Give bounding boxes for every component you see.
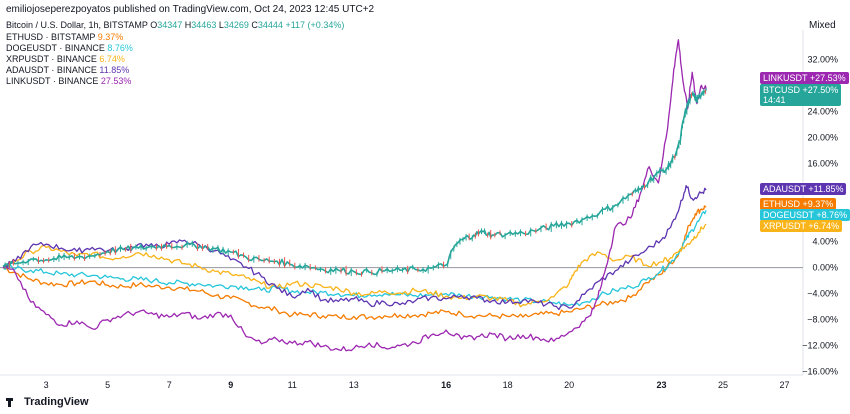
ohlc-close-key: C (251, 20, 258, 30)
x-tick-label: 20 (564, 380, 574, 390)
ohlc-low-value: 34269 (223, 20, 249, 30)
ohlc-open-key: O (150, 20, 158, 30)
legend-item-ethusd[interactable]: ETHUSD · BITSTAMP 9.37% (6, 32, 123, 42)
series-line-adausdt (2, 184, 707, 311)
price-tag-linkusdt: LINKUSDT +27.53% (760, 72, 849, 84)
tag-symbol: DOGEUSDT (763, 210, 814, 220)
legend-value: 8.76% (107, 43, 133, 53)
price-tag-adausdt: ADAUSDT +11.85% (760, 183, 847, 195)
price-tag-xrpusdt: XRPUSDT +6.74% (760, 220, 843, 232)
publisher-line: emiliojoseperezpoyatos published on Trad… (6, 4, 375, 15)
y-tick-label: 0.00% (812, 263, 838, 273)
x-tick-label: 27 (780, 380, 790, 390)
legend-item-dogeusdt[interactable]: DOGEUSDT · BINANCE 8.76% (6, 43, 133, 53)
y-tick-label: −8.00% (807, 315, 838, 325)
price-tag-ethusd: ETHUSD +9.37% (760, 198, 837, 210)
y-tick-label: 16.00% (807, 158, 838, 168)
series-line-dogeusdt (2, 210, 707, 307)
x-tick-label: 3 (44, 380, 49, 390)
legend-value: 27.53% (100, 76, 132, 86)
tag-symbol: ADAUSDT (763, 184, 806, 194)
x-tick-label: 25 (718, 380, 728, 390)
legend-label: DOGEUSDT · BINANCE (6, 43, 105, 53)
tradingview-logo-icon (6, 397, 20, 407)
y-tick-label: 24.00% (807, 106, 838, 116)
y-tick-label: 20.00% (807, 132, 838, 142)
tag-value: +6.74% (808, 221, 840, 231)
y-tick-label: −12.00% (802, 341, 838, 351)
brand-name: TradingView (24, 396, 89, 408)
tag-value: +11.85% (808, 184, 844, 194)
x-tick-label: 7 (167, 380, 172, 390)
y-tick-label: −16.00% (802, 367, 838, 377)
x-tick-label: 9 (228, 380, 233, 390)
x-tick-label: 11 (288, 380, 297, 390)
series-line-xrpusdt (2, 223, 707, 308)
legend-label: ADAUSDT · BINANCE (6, 65, 97, 75)
tag-symbol: BTCUSD (763, 85, 801, 95)
ohlc-close-value: 34444 (257, 20, 283, 30)
legend-label: ETHUSD · BITSTAMP (6, 32, 96, 42)
tag-symbol: ETHUSD (763, 199, 801, 209)
x-tick-label: 13 (349, 380, 359, 390)
legend-label: LINKUSDT · BINANCE (6, 76, 99, 86)
x-tick-label: 16 (441, 380, 451, 390)
price-tag-btcusd: BTCUSD +27.50% 14:41 (760, 84, 842, 106)
tag-value: +9.37% (802, 199, 834, 209)
price-tag-dogeusdt: DOGEUSDT +8.76% (760, 209, 850, 221)
legend-value: 9.37% (97, 32, 124, 42)
legend-value: 6.74% (99, 54, 125, 64)
footer-brand[interactable]: TradingView (6, 396, 89, 408)
series-line-ethusd (2, 205, 707, 320)
x-axis: 3 5 7 9 11 13 16 18 20 23 25 27 (44, 380, 790, 390)
tag-value: +8.76% (816, 210, 848, 220)
tag-value: +27.50% (802, 85, 839, 95)
legend-item-linkusdt[interactable]: LINKUSDT · BINANCE 27.53% (6, 76, 131, 86)
ohlc-low-key: L (218, 20, 224, 30)
price-change: +117 (+0.34%) (285, 20, 345, 30)
series-line-btcusd (2, 88, 707, 276)
legend-item-xrpusdt[interactable]: XRPUSDT · BINANCE 6.74% (6, 54, 125, 64)
x-tick-label: 18 (503, 380, 513, 390)
x-tick-label: 23 (656, 380, 666, 390)
bar-countdown: 14:41 (763, 95, 786, 105)
x-tick-label: 5 (105, 380, 110, 390)
legend-label: XRPUSDT · BINANCE (6, 54, 97, 64)
y-tick-label: 4.00% (812, 237, 838, 247)
y-tick-label: 32.00% (807, 54, 838, 64)
series-line-linkusdt (3, 39, 707, 352)
legend-value: 11.85% (99, 65, 130, 75)
ohlc-high-key: H (184, 20, 192, 30)
symbol-description: Bitcoin / U.S. Dollar, 1h, BITSTAMP (6, 20, 148, 30)
tag-symbol: LINKUSDT (763, 73, 808, 83)
scale-mode-label[interactable]: Mixed (809, 20, 836, 31)
ohlc-high-value: 34463 (191, 20, 217, 30)
series-lines (2, 39, 707, 352)
main-symbol-legend[interactable]: Bitcoin / U.S. Dollar, 1h, BITSTAMP O343… (6, 20, 344, 30)
y-tick-label: −4.00% (807, 289, 838, 299)
ohlc-open-value: 34347 (157, 20, 183, 30)
legend-item-adausdt[interactable]: ADAUSDT · BINANCE 11.85% (6, 65, 129, 75)
tag-symbol: XRPUSDT (763, 221, 806, 231)
tag-value: +27.53% (809, 73, 846, 83)
